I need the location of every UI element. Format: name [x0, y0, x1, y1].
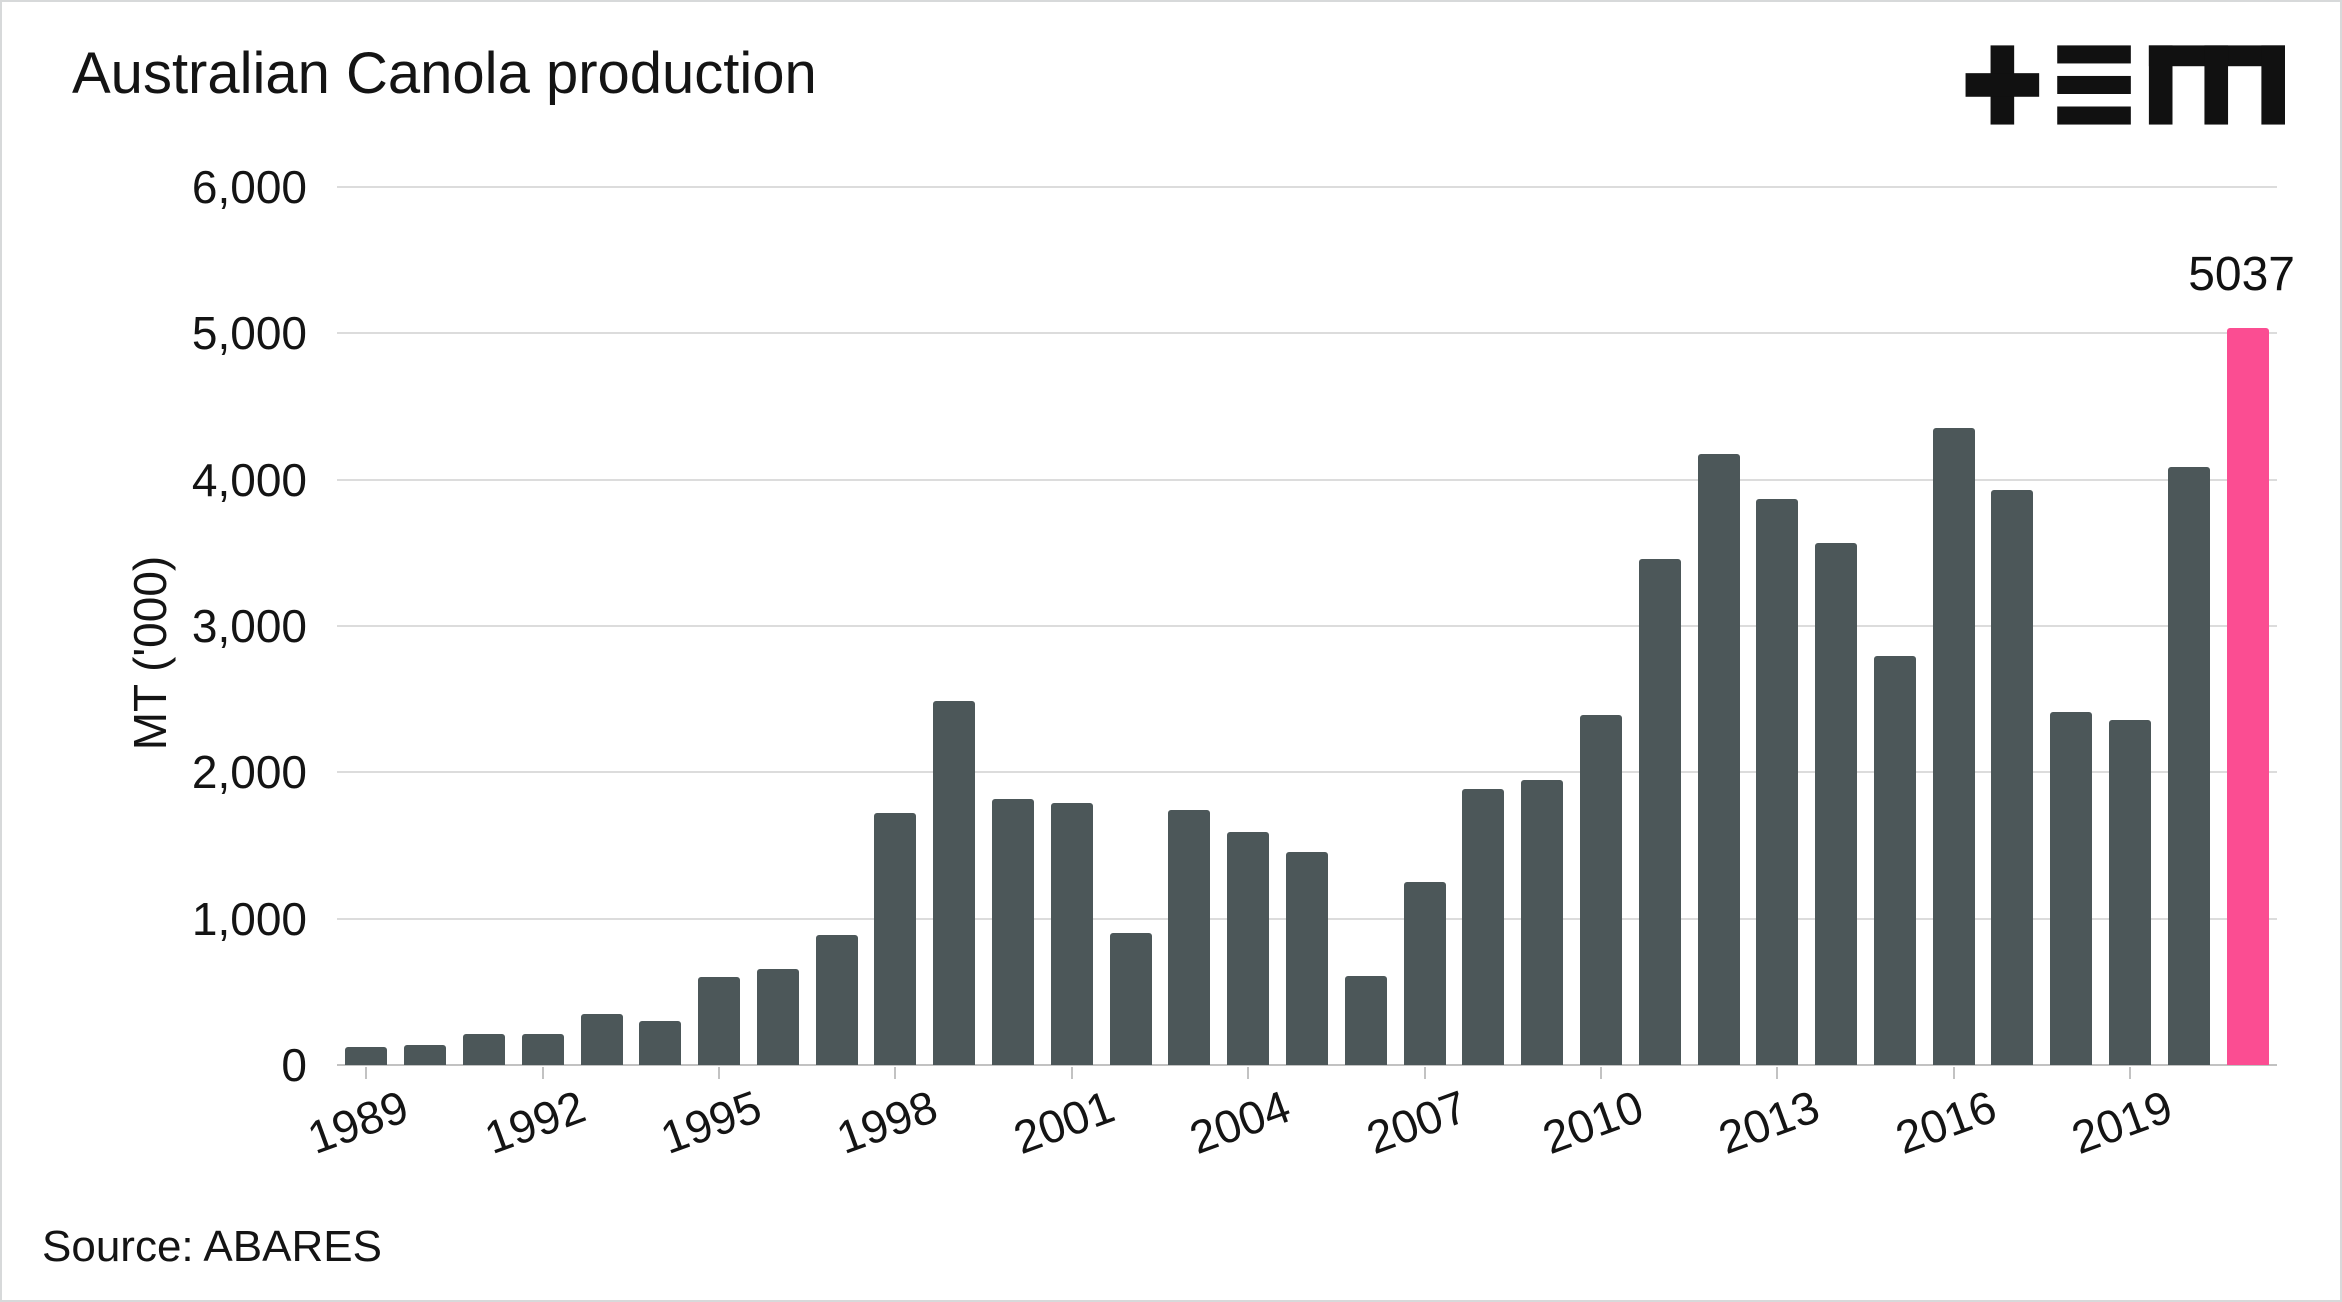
bar-2020 [2167, 467, 2210, 1065]
bar-1998 [874, 813, 917, 1065]
x-tick-label-2019: 2019 [2064, 1080, 2179, 1164]
x-tick-label-2004: 2004 [1183, 1080, 1297, 1164]
gridline-0 [337, 1064, 2277, 1066]
plot-area: 0 1,000 2,000 3,000 4,000 5,000 6,000 5037 198… [192, 164, 2295, 1164]
bar-2012 [1697, 454, 1740, 1065]
gridline-4000 [337, 478, 2277, 481]
y-tick-label: 3,000 [191, 600, 307, 652]
x-axis-tick [2129, 1067, 2132, 1079]
bar-1992 [521, 1033, 564, 1065]
x-tick-label-2016: 2016 [1888, 1080, 2003, 1164]
y-tick-label: 2,000 [191, 746, 307, 799]
gridline-6000 [337, 186, 2277, 188]
bar-1993 [580, 1013, 623, 1065]
y-tick-label: 1,000 [191, 892, 307, 945]
x-tick-label-1992: 1992 [477, 1080, 592, 1164]
x-axis-tick [365, 1067, 368, 1079]
x-axis-tick [1070, 1067, 1073, 1079]
tem-logo [1965, 44, 2285, 144]
bar-2004 [1227, 832, 1270, 1065]
bar-2003 [1168, 810, 1211, 1065]
bar-1989 [345, 1047, 388, 1065]
chart-title: Australian Canola production [72, 41, 817, 106]
bar-1999 [933, 700, 976, 1065]
y-tick-label: 4,000 [191, 453, 307, 506]
bar-2006 [1344, 976, 1387, 1065]
bar-1997 [815, 934, 858, 1065]
bar-2009 [1521, 780, 1564, 1065]
gridline-2000 [337, 771, 2277, 774]
gridline-5000 [337, 332, 2277, 335]
source-note: Source: ABARES [42, 1222, 382, 1271]
bar-2017 [1991, 489, 2034, 1065]
tem-logo-icon [1965, 45, 2285, 125]
x-tick-label-1998: 1998 [830, 1080, 945, 1164]
bar-2008 [1462, 789, 1505, 1065]
x-tick-label-2001: 2001 [1006, 1080, 1121, 1164]
bar-2010 [1579, 714, 1622, 1065]
x-axis-tick [1247, 1067, 1250, 1079]
gridline-3000 [337, 625, 2277, 627]
y-tick-label: 5,000 [191, 307, 307, 360]
x-axis-tick [718, 1067, 721, 1079]
x-tick-label-2010: 2010 [1535, 1080, 1650, 1164]
y-tick-label: 0 [281, 1039, 307, 1091]
bar-2018 [2050, 711, 2093, 1065]
bar-2019 [2109, 720, 2152, 1065]
bar-1990 [404, 1044, 447, 1065]
bar-2002 [1109, 933, 1152, 1065]
x-tick-label-2007: 2007 [1359, 1080, 1474, 1164]
x-tick-label-1989: 1989 [301, 1080, 416, 1164]
x-tick-label-2013: 2013 [1712, 1080, 1827, 1164]
bar-1994 [639, 1021, 682, 1065]
x-axis-tick [1952, 1067, 1955, 1079]
bar-1991 [462, 1033, 505, 1065]
bar-2013 [1756, 498, 1799, 1065]
highlight-value-label: 5037 [2188, 247, 2295, 301]
x-axis-tick [1776, 1067, 1779, 1079]
bar-2005 [1286, 852, 1328, 1065]
bar-2014 [1815, 542, 1858, 1065]
bar-2015 [1873, 656, 1916, 1065]
bar-2001 [1050, 803, 1093, 1065]
bar-2000 [992, 798, 1035, 1065]
bar-2007 [1403, 882, 1446, 1065]
x-tick-label-1995: 1995 [653, 1080, 768, 1164]
y-tick-label: 6,000 [191, 161, 307, 213]
bar-1996 [756, 969, 799, 1065]
bar-2021-highlight [2226, 327, 2269, 1065]
bar-2016 [1932, 428, 1975, 1065]
x-axis-tick [1423, 1067, 1426, 1079]
x-axis-tick [541, 1067, 544, 1079]
x-axis-tick [894, 1067, 897, 1079]
x-axis-tick [1599, 1067, 1602, 1079]
bar-1995 [698, 977, 741, 1065]
bar-2011 [1638, 558, 1681, 1065]
